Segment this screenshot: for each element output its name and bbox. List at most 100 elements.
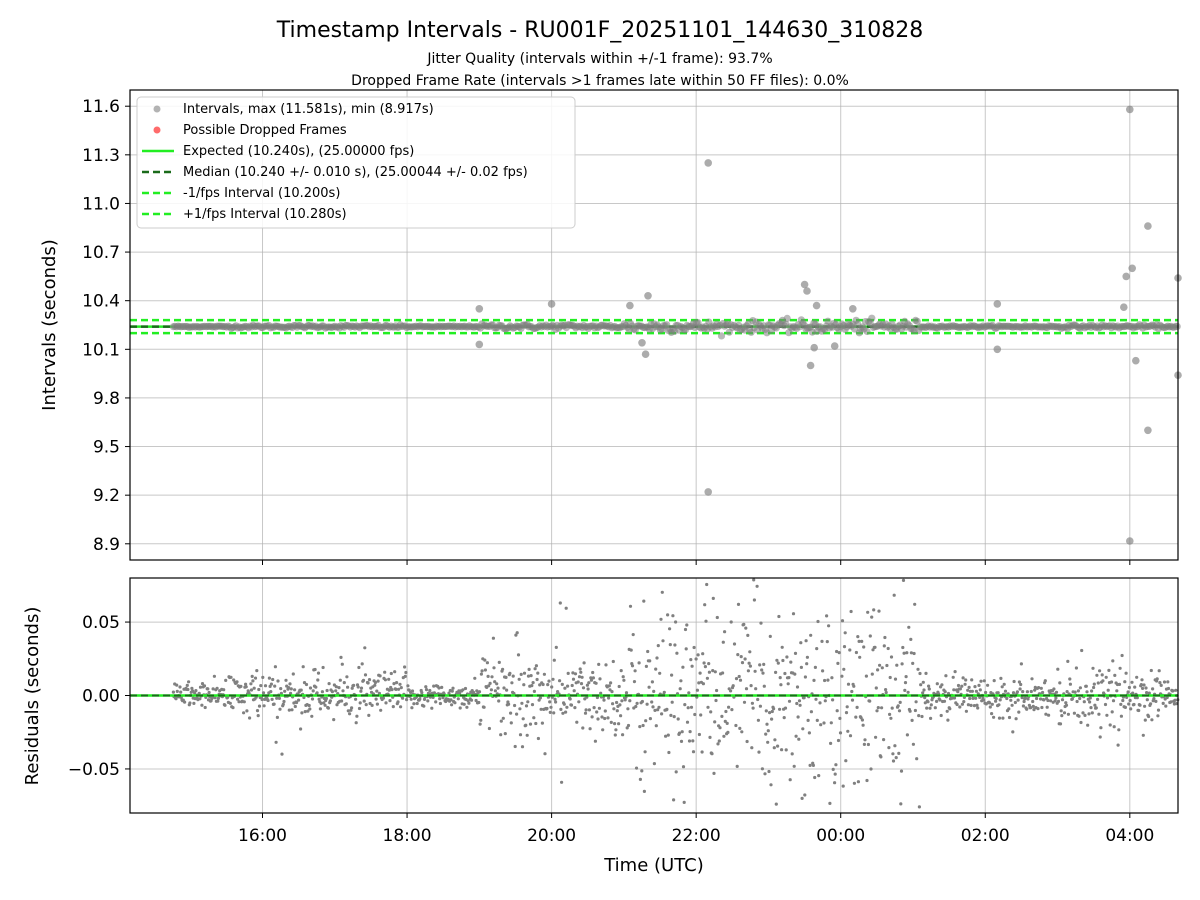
residual-point [366, 681, 370, 685]
residual-point [911, 661, 915, 666]
residual-point [948, 707, 952, 711]
residual-point [451, 686, 455, 690]
legend-item-plus-fps: +1/fps Interval (10.280s) [142, 207, 347, 222]
residual-point [262, 704, 266, 708]
residual-point [762, 662, 766, 667]
residual-point [1044, 712, 1048, 716]
residual-point [564, 710, 568, 714]
residual-point [611, 659, 615, 664]
residual-point [535, 677, 539, 682]
residual-point [415, 701, 419, 706]
interval-outlier-point [475, 305, 484, 313]
residual-point [833, 772, 837, 776]
residual-point [897, 751, 901, 756]
residual-point [942, 699, 947, 703]
residual-point [1043, 679, 1047, 683]
residual-point [870, 615, 874, 619]
residual-point [640, 769, 644, 773]
residual-point [314, 685, 318, 689]
residual-point [334, 685, 338, 689]
residual-point [1012, 679, 1016, 684]
residual-point [860, 639, 864, 644]
residual-point [837, 651, 841, 655]
residual-point [1054, 696, 1058, 700]
residual-point [799, 641, 803, 645]
residual-point [1094, 706, 1098, 710]
residual-point [231, 706, 235, 710]
residual-point [213, 696, 217, 700]
residual-point [1124, 671, 1128, 675]
residual-point [695, 688, 700, 692]
residual-point [960, 702, 965, 706]
residual-point [925, 706, 929, 710]
residual-point [778, 676, 782, 680]
legend-marker-intervals [153, 105, 161, 113]
residual-point [491, 636, 495, 640]
residual-point [909, 637, 913, 642]
residual-point [927, 684, 931, 688]
residual-point [767, 769, 771, 774]
residual-point [897, 709, 902, 713]
residual-point [918, 671, 922, 676]
residual-point [1003, 689, 1008, 693]
residual-point [966, 688, 970, 692]
residual-point [273, 665, 277, 669]
residual-point [729, 689, 733, 693]
residual-point [447, 691, 451, 695]
residual-point [647, 685, 651, 689]
residual-point [570, 683, 574, 688]
residual-point [863, 738, 867, 742]
intervals-y-tick-label: 11.3 [82, 146, 120, 166]
residual-point [955, 702, 959, 707]
residual-point [1130, 680, 1134, 684]
residual-point [307, 703, 311, 708]
residual-point [599, 691, 603, 695]
residual-point [905, 733, 910, 737]
residual-point [320, 690, 324, 694]
residual-point [1019, 682, 1023, 687]
residual-point [910, 718, 914, 723]
residual-point [673, 643, 677, 647]
residual-point [1089, 706, 1093, 710]
residual-point [935, 699, 939, 704]
residual-point [935, 682, 939, 686]
residual-point [554, 700, 558, 704]
residual-point [566, 684, 570, 688]
residual-point [1015, 690, 1020, 694]
residual-point [1143, 704, 1147, 708]
residual-point [988, 701, 992, 705]
residual-point [422, 704, 426, 708]
residual-point [619, 714, 623, 718]
residual-point [577, 675, 582, 679]
residual-point [596, 717, 600, 721]
interval-outlier-point [812, 301, 821, 310]
residual-point [998, 698, 1002, 702]
residual-point [960, 684, 964, 688]
residual-point [244, 685, 248, 689]
residual-point [889, 716, 893, 720]
interval-outlier-point [993, 345, 1002, 354]
intervals-y-tick-label: 9.8 [93, 389, 120, 409]
interval-point [717, 332, 726, 340]
residual-point [474, 698, 478, 703]
residual-point [430, 706, 434, 710]
intervals-y-tick-label: 11.0 [82, 194, 120, 214]
residual-point [548, 700, 552, 704]
residual-point [768, 711, 772, 715]
residual-point [713, 720, 717, 724]
residual-point [546, 683, 550, 687]
residual-point [609, 681, 613, 685]
residual-point [1151, 687, 1155, 691]
residual-point [799, 665, 804, 670]
residual-point [561, 711, 565, 715]
residual-point [376, 679, 380, 683]
residual-point [740, 661, 745, 665]
residual-point [734, 677, 739, 681]
residual-point [762, 684, 766, 688]
residual-point [613, 722, 617, 726]
residual-point [635, 701, 639, 706]
residual-point [899, 802, 903, 806]
residual-point [308, 707, 312, 711]
residual-point [668, 627, 672, 631]
residual-point [702, 661, 706, 665]
